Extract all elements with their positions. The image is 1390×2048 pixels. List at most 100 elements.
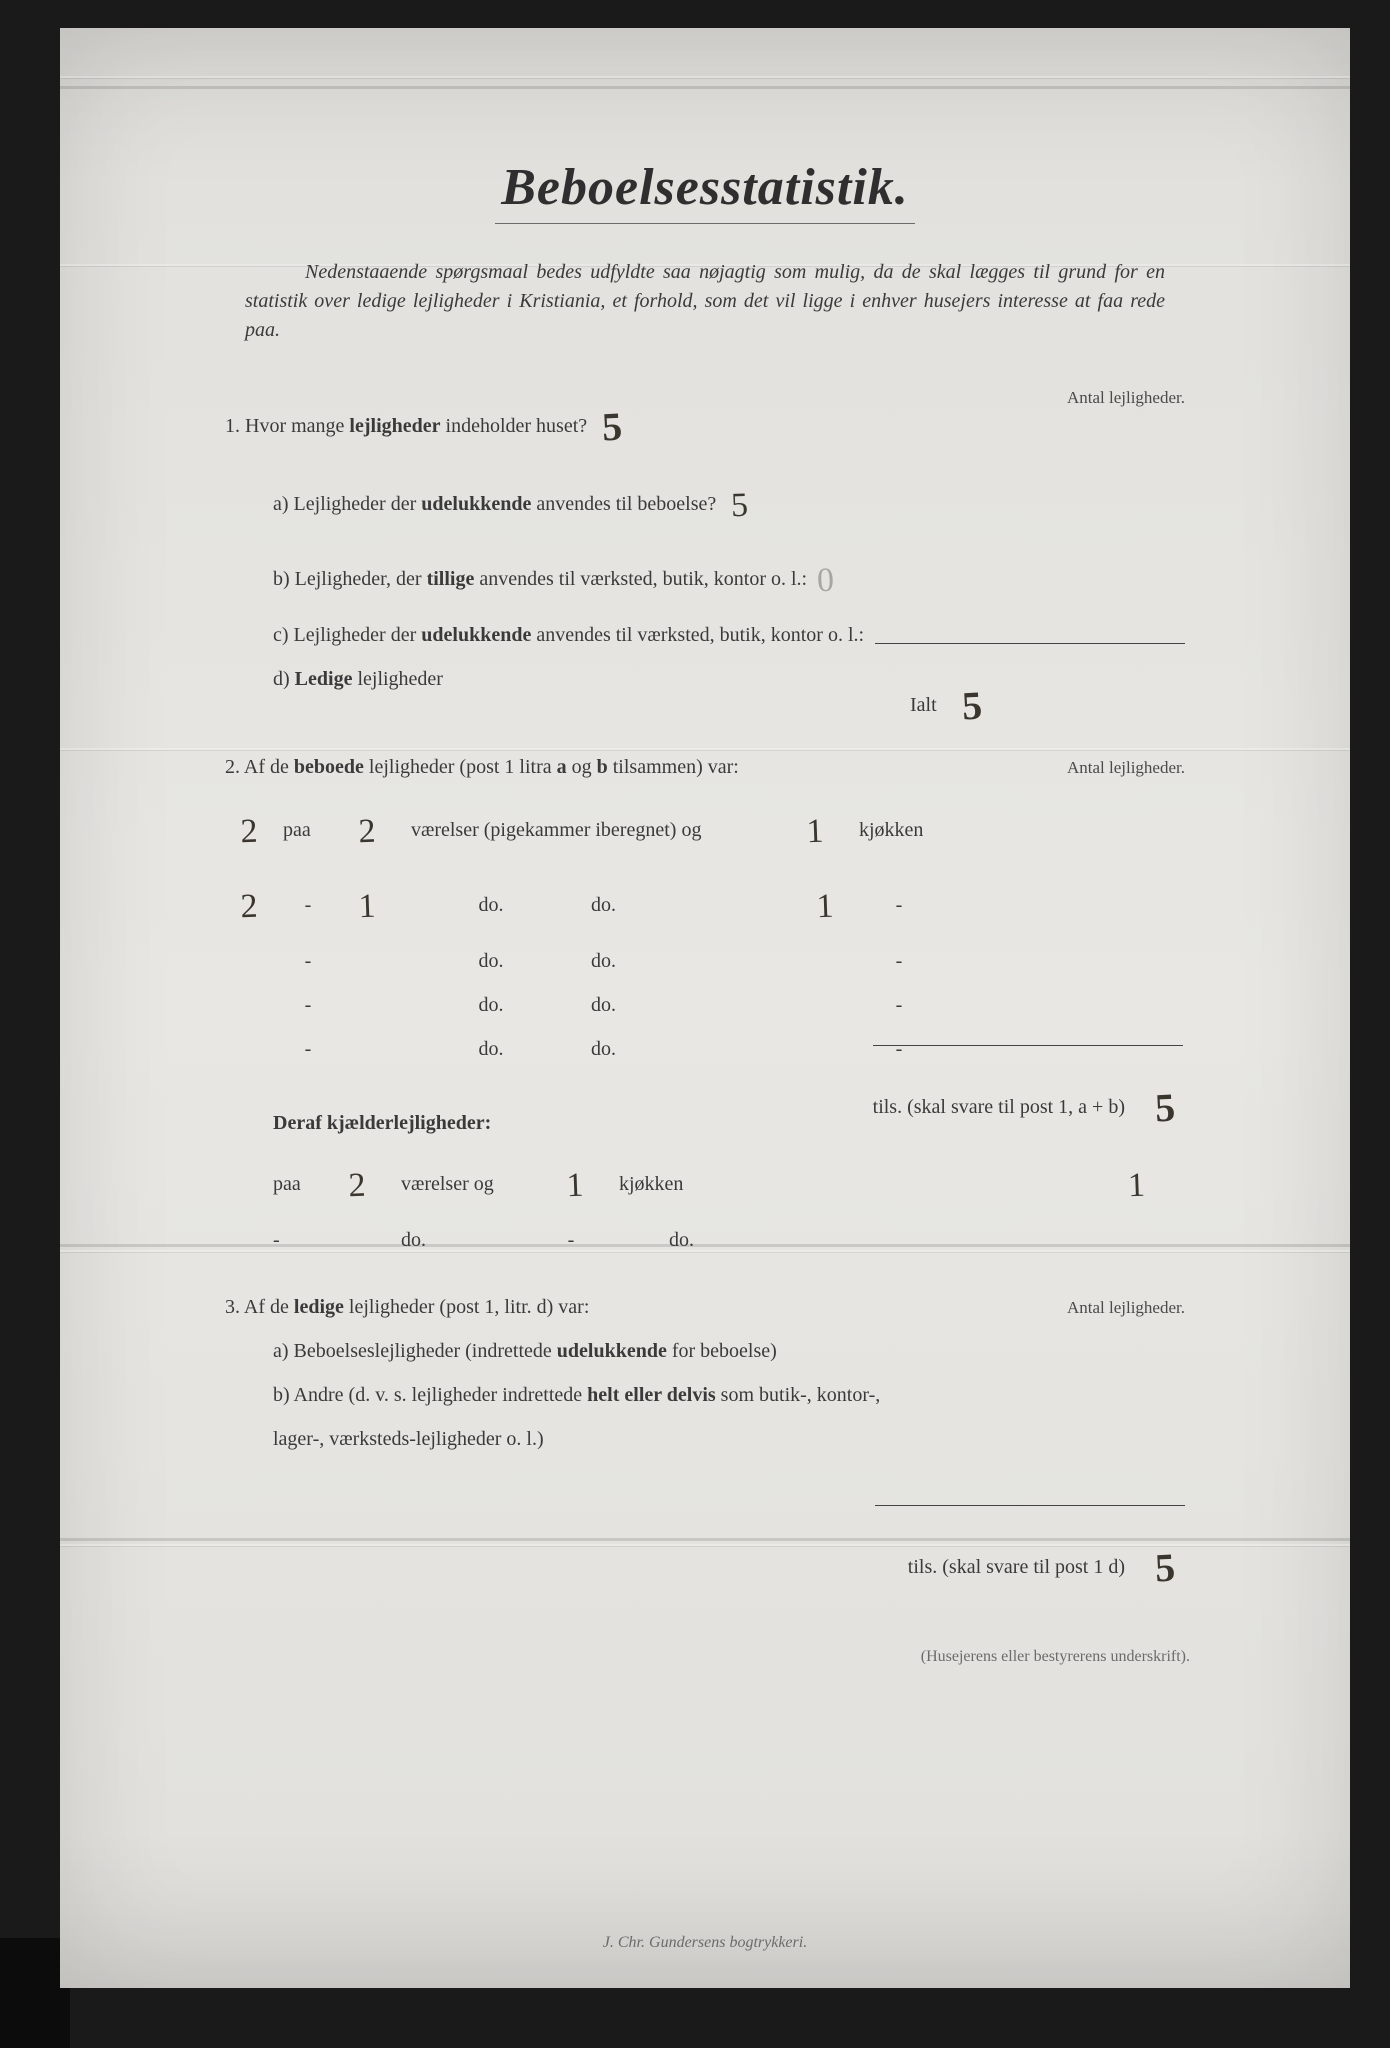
text-bold: beboede — [294, 756, 364, 778]
handwritten-value: 2 — [332, 1148, 383, 1224]
text: b) Andre (d. v. s. lejligheder indretted… — [273, 1384, 582, 1406]
q1-total: Ialt 5 — [875, 643, 1185, 742]
text: lejligheder — [357, 668, 443, 690]
text: - — [283, 883, 333, 927]
text: do. — [401, 939, 581, 983]
text: b) Lejligheder, der — [273, 568, 422, 590]
question-2: Antal lejligheder. 2. Af de beboede lejl… — [225, 745, 1185, 1285]
signature-note: (Husejerens eller bestyrerens underskrif… — [921, 1648, 1190, 1666]
q3-line: 3. Af de ledige lejligheder (post 1, lit… — [225, 1285, 1185, 1329]
tils-label: tils. (skal svare til post 1 d) — [908, 1556, 1125, 1578]
q2-rows: 2paa2 værelser (pigekammer iberegnet) og… — [225, 789, 1185, 1071]
text-bold: udelukkende — [421, 493, 531, 515]
text-bold: b — [597, 756, 608, 778]
scan-line — [60, 76, 1350, 78]
text: kjøkken — [609, 1162, 729, 1206]
handwritten-value: 5 — [1153, 1524, 1178, 1613]
text: værelser (pigekammer iberegnet) og — [401, 808, 781, 852]
text: do. — [391, 1218, 541, 1262]
page-content: Beboelsesstatistik. Nedenstaaende spørgs… — [90, 88, 1320, 1928]
text: værelser og — [391, 1162, 541, 1206]
q3a: a) Beboelseslejligheder (indrettede udel… — [273, 1329, 1185, 1373]
handwritten-value: 1 — [342, 869, 393, 945]
handwritten-value: 1 — [800, 869, 851, 945]
q2-row: -do.do.- — [225, 983, 1185, 1027]
handwritten-value: 5 — [730, 469, 750, 544]
cellar-row: - do.- do. — [273, 1218, 1185, 1262]
text-bold: Ledige — [295, 668, 353, 690]
ialt-label: Ialt — [910, 694, 937, 716]
text: kjøkken — [849, 808, 923, 852]
handwritten-value — [343, 1016, 391, 1018]
text: paa — [273, 1162, 323, 1206]
text: indeholder huset? — [446, 415, 588, 437]
q3-tils: tils. (skal svare til post 1 d) 5 — [875, 1505, 1185, 1604]
handwritten-value — [801, 1060, 849, 1062]
text-bold: a — [557, 756, 567, 778]
question-1: Antal lejligheder. 1. Hvor mange lejligh… — [225, 375, 1185, 735]
handwritten-value — [801, 972, 849, 974]
text: Hvor mange — [245, 415, 344, 437]
tils-label: tils. (skal svare til post 1, a + b) — [873, 1096, 1125, 1118]
cellar-row: paa2 værelser og1 kjøkken1 — [273, 1143, 1185, 1218]
handwritten-value: 5 — [959, 662, 984, 751]
q1a: a) Lejligheder der udelukkende anvendes … — [273, 463, 1185, 538]
text-bold: tillige — [427, 568, 475, 590]
q1-line: 1. Hvor mange lejligheder indeholder hus… — [225, 375, 1185, 463]
q-number: 2. — [225, 756, 240, 778]
text: - — [273, 1218, 323, 1262]
handwritten-value: 5 — [1153, 1064, 1178, 1153]
text: - — [283, 939, 333, 983]
handwritten-value — [343, 1060, 391, 1062]
handwritten-value: 1 — [550, 1148, 601, 1224]
handwritten-value — [343, 972, 391, 974]
q-number: 3. — [225, 1296, 240, 1318]
handwritten-value — [225, 972, 273, 974]
text: anvendes til værksted, butik, kontor o. … — [479, 568, 807, 590]
handwritten-value: 2 — [342, 794, 393, 870]
deraf-label: Deraf kjælderlejligheder: — [273, 1101, 491, 1145]
text-bold: lejligheder — [349, 415, 440, 437]
q1b: b) Lejligheder, der tillige anvendes til… — [273, 538, 1185, 613]
handwritten-value: 5 — [600, 383, 625, 472]
text: do. — [591, 1027, 791, 1071]
rule — [875, 1505, 1185, 1506]
handwritten-value: 0 — [816, 544, 836, 619]
text: lejligheder (post 1 litra — [369, 756, 552, 778]
handwritten-value — [601, 1251, 649, 1253]
q-number: 1. — [225, 415, 240, 437]
rule — [873, 1045, 1183, 1046]
printer-footer: J. Chr. Gundersens bogtrykkeri. — [60, 1934, 1350, 1952]
text: - — [283, 983, 333, 1027]
handwritten-value — [801, 1016, 849, 1018]
q2-row: 2paa2 værelser (pigekammer iberegnet) og… — [225, 789, 1185, 864]
q2-cellar-rows: paa2 værelser og1 kjøkken1- do.- do. — [273, 1143, 1185, 1262]
handwritten-value: 2 — [224, 869, 275, 945]
text: do. — [401, 883, 581, 927]
text-bold: helt eller delvis — [587, 1384, 716, 1406]
text: do. — [659, 1218, 779, 1262]
handwritten-value: 2 — [224, 794, 275, 870]
text: c) Lejligheder der — [273, 624, 416, 646]
text: lejligheder (post 1, litr. d) var: — [349, 1296, 590, 1318]
q2-tils: tils. (skal svare til post 1, a + b) 5 — [873, 1045, 1185, 1144]
scanned-page: Beboelsesstatistik. Nedenstaaende spørgs… — [60, 28, 1350, 1988]
page-title: Beboelsesstatistik. — [90, 158, 1320, 217]
title-underline — [495, 223, 915, 224]
text: Af de — [244, 1296, 289, 1318]
question-3: Antal lejligheder. 3. Af de ledige lejli… — [225, 1285, 1185, 1605]
text: do. — [591, 983, 791, 1027]
text: do. — [591, 939, 791, 983]
text-bold: ledige — [294, 1296, 344, 1318]
text: - — [859, 883, 939, 927]
text: d) — [273, 668, 290, 690]
text: paa — [283, 808, 333, 852]
text: tilsammen) var: — [613, 756, 739, 778]
text: - — [859, 983, 939, 1027]
text: - — [283, 1027, 333, 1071]
handwritten-value: 1 — [1127, 1149, 1147, 1224]
column-label: Antal lejligheder. — [1067, 1289, 1185, 1326]
text: og — [572, 756, 592, 778]
rule — [875, 643, 1185, 644]
handwritten-value — [225, 1016, 273, 1018]
